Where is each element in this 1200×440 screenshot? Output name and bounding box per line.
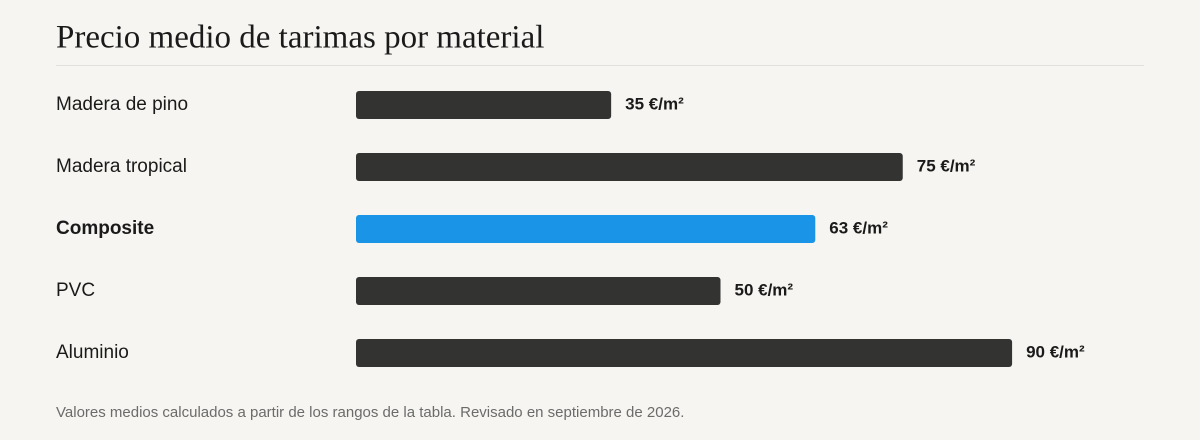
footnote: Valores medios calculados a partir de lo… — [56, 404, 684, 421]
value-label: 50 €/m² — [735, 280, 794, 299]
bar — [356, 91, 612, 119]
value-label: 63 €/m² — [829, 218, 888, 237]
bar — [356, 153, 903, 181]
category-label: Composite — [56, 218, 154, 239]
bar — [356, 339, 1013, 367]
category-label: Aluminio — [56, 342, 129, 363]
category-label: PVC — [56, 280, 95, 301]
bar — [356, 277, 721, 305]
value-label: 35 €/m² — [625, 94, 684, 113]
category-label: Madera tropical — [56, 156, 187, 177]
category-label: Madera de pino — [56, 94, 188, 115]
value-label: 75 €/m² — [917, 156, 976, 175]
bar — [356, 215, 816, 243]
chart-title: Precio medio de tarimas por material — [56, 20, 544, 56]
value-label: 90 €/m² — [1026, 342, 1085, 361]
